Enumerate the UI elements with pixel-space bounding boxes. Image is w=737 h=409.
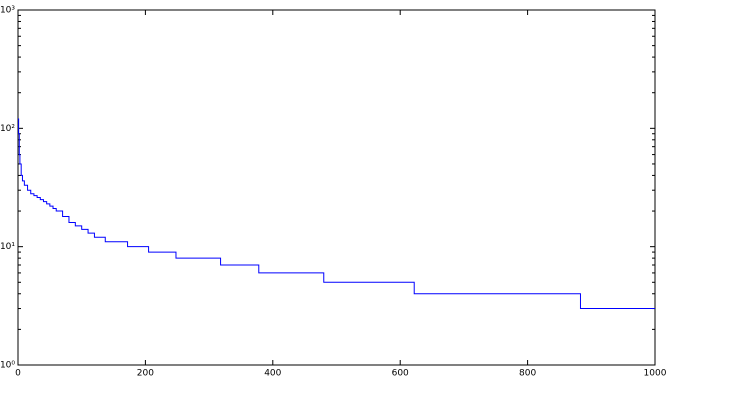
line: [18, 118, 655, 310]
x-tick-label: 0: [15, 369, 21, 379]
x-tick-label: 800: [519, 369, 536, 379]
y-tick-label: 10⁰: [0, 361, 15, 371]
y-tick-label: 10²: [0, 124, 15, 134]
x-tick-label: 600: [392, 369, 409, 379]
plot-frame: [17, 9, 656, 366]
x-tick-label: 200: [137, 369, 154, 379]
y-tick-label: 10³: [0, 6, 15, 16]
y-tick-label: 10¹: [0, 242, 15, 252]
x-tick-label: 1000: [644, 369, 667, 379]
x-tick-label: 400: [264, 369, 281, 379]
